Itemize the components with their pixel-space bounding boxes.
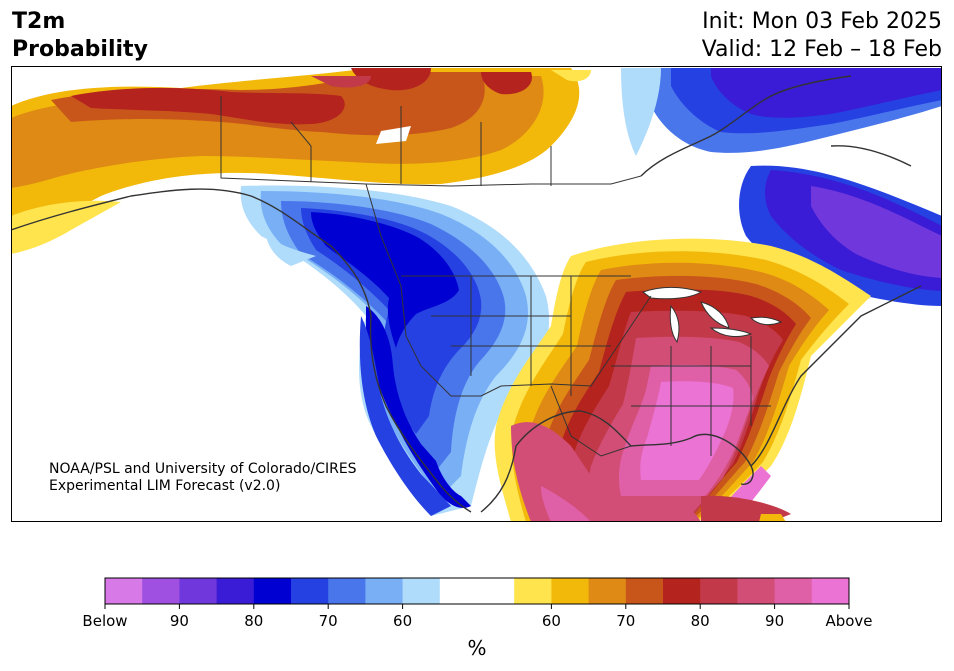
colorbar-cell — [179, 578, 218, 604]
credit-line-1: NOAA/PSL and University of Colorado/CIRE… — [49, 461, 357, 477]
colorbar-frame — [104, 577, 850, 605]
product-label: Probability — [12, 37, 148, 62]
forecast-dates: Init: Mon 03 Feb 2025 Valid: 12 Feb – 18… — [702, 8, 942, 64]
coastlines — [11, 75, 922, 513]
colorbar-cell — [328, 578, 366, 604]
colorbar-cell — [439, 578, 478, 604]
map-frame — [11, 66, 942, 522]
political-borders — [220, 96, 771, 457]
colorbar-tick-label: 70 — [319, 612, 338, 630]
colorbar-tick-label: Above — [825, 612, 872, 630]
colorbar-cell — [216, 578, 255, 604]
valid-range: Valid: 12 Feb – 18 Feb — [701, 37, 942, 62]
colorbar-cell — [551, 578, 590, 604]
colorbar-tick-label: 80 — [691, 612, 710, 630]
variable-label: T2m — [12, 9, 66, 34]
init-date: Init: Mon 03 Feb 2025 — [702, 9, 942, 34]
credit-line-2: Experimental LIM Forecast (v2.0) — [49, 478, 281, 494]
map-title: T2m Probability — [12, 8, 148, 64]
colorbar-tick-label: 60 — [542, 612, 561, 630]
colorbar-cells — [105, 578, 850, 604]
colorbar-cell — [105, 578, 143, 604]
colorbar-cell — [774, 578, 813, 604]
colorbar-cell — [365, 578, 404, 604]
northwest-above-normal-region — [11, 68, 591, 254]
west-below-normal-region — [240, 185, 550, 516]
colorbar-tick-label: 60 — [393, 612, 412, 630]
colorbar-ticks: Below 90 80 70 60 60 70 80 90 Above — [82, 604, 873, 630]
mexico-above-normal-region — [511, 422, 791, 522]
colorbar-cell — [402, 578, 441, 604]
great-lakes — [641, 287, 783, 344]
colorbar-cell — [588, 578, 627, 604]
colorbar-tick-label: 90 — [765, 612, 784, 630]
colorbar-tick-label: Below — [82, 612, 127, 630]
colorbar-cell — [811, 578, 850, 604]
colorbar-cell — [700, 578, 738, 604]
credit-text: NOAA/PSL and University of Colorado/CIRE… — [49, 461, 357, 495]
colorbar-unit: % — [467, 636, 486, 660]
colorbar-tick-label: 80 — [244, 612, 263, 630]
colorbar-cell — [625, 578, 664, 604]
colorbar-cell — [737, 578, 776, 604]
probability-map — [11, 66, 942, 522]
colorbar-tick-label: 90 — [170, 612, 189, 630]
colorbar-cell — [514, 578, 552, 604]
colorbar-cell — [253, 578, 292, 604]
colorbar-cell — [291, 578, 329, 604]
colorbar-tick-label: 70 — [616, 612, 635, 630]
colorbar: Below 90 80 70 60 60 70 80 90 Above % — [82, 577, 873, 660]
colorbar-cell — [477, 578, 515, 604]
colorbar-cell — [663, 578, 701, 604]
colorbar-cell — [142, 578, 180, 604]
